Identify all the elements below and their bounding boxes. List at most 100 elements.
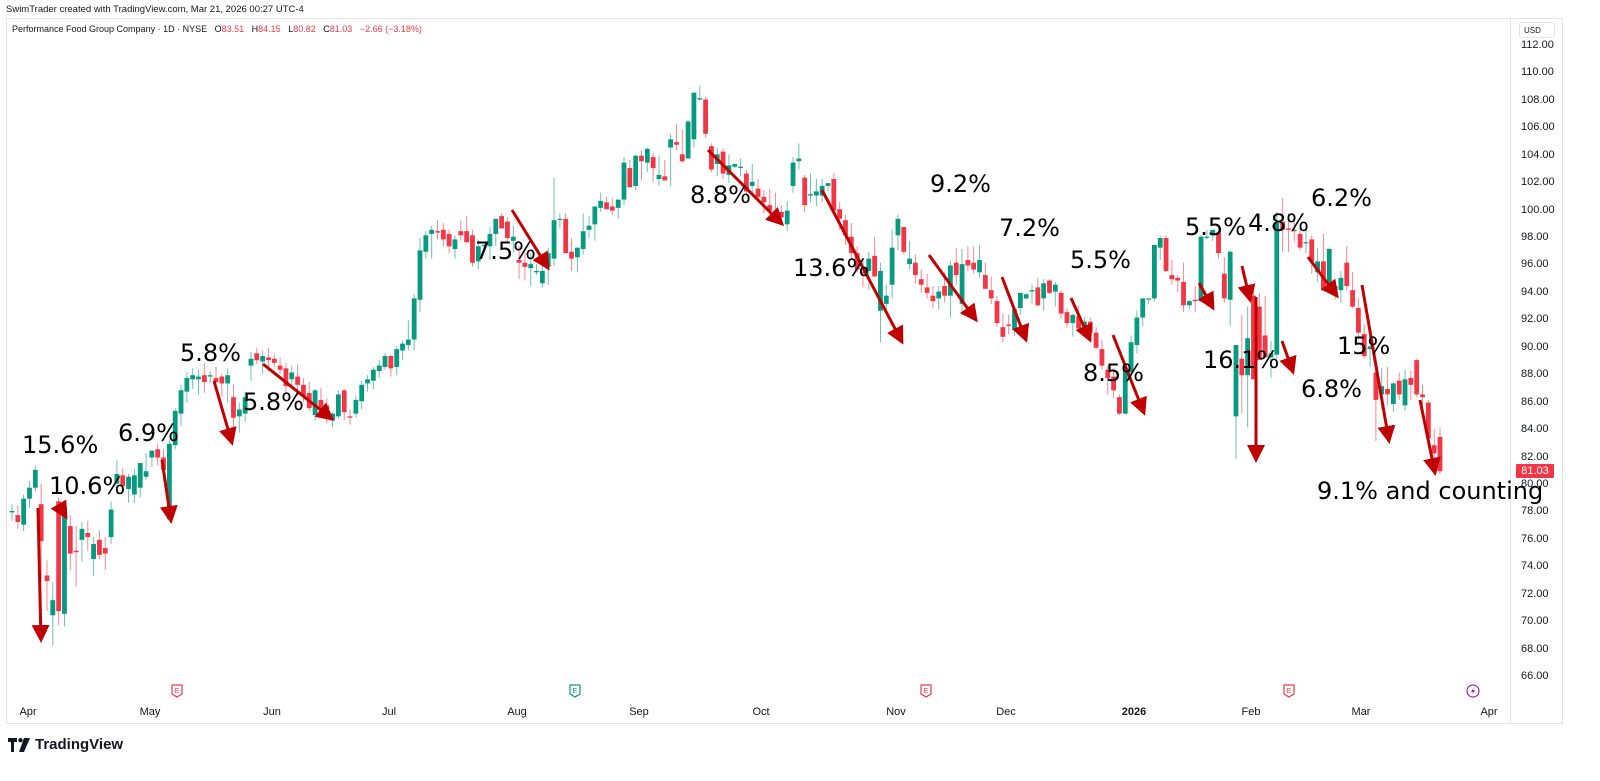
candle	[1006, 314, 1012, 335]
candle	[1064, 307, 1070, 328]
candle	[1408, 371, 1414, 400]
price-tick: 112.00	[1521, 39, 1554, 51]
candle	[1041, 279, 1047, 311]
candle	[1099, 339, 1105, 370]
candle	[301, 377, 306, 403]
candle	[802, 174, 808, 212]
candle	[609, 198, 615, 215]
price-tick: 98.00	[1521, 231, 1549, 244]
candle	[761, 190, 767, 214]
candle	[15, 505, 21, 529]
svg-text:E: E	[924, 688, 929, 695]
drawdown-arrow-icon	[1111, 334, 1147, 416]
candle	[283, 362, 289, 392]
close-label: C	[323, 24, 330, 34]
candle	[755, 179, 761, 202]
candle	[528, 253, 534, 287]
candle	[324, 398, 330, 424]
candle	[1291, 221, 1297, 243]
price-tick: 108.00	[1521, 93, 1555, 106]
candle	[1256, 292, 1262, 361]
svg-text:E: E	[573, 688, 578, 695]
price-tick: 78.00	[1521, 505, 1549, 518]
earnings-icon[interactable]: E	[569, 683, 581, 698]
candle	[1309, 235, 1315, 274]
dividend-icon[interactable]	[1466, 683, 1480, 698]
candle	[114, 460, 120, 495]
candle	[120, 468, 126, 491]
price-axis[interactable]	[1510, 18, 1564, 724]
time-tick: Feb	[1241, 706, 1261, 718]
price-tick: 72.00	[1521, 587, 1549, 600]
price-tick: 104.00	[1521, 148, 1555, 161]
candle	[376, 360, 382, 378]
candle	[1163, 235, 1169, 273]
candle	[271, 354, 277, 367]
candle	[1105, 365, 1111, 395]
candle	[831, 173, 837, 212]
candle	[953, 247, 959, 285]
candle	[67, 515, 73, 570]
candle	[808, 173, 813, 203]
candle	[1361, 324, 1367, 359]
candle	[977, 244, 982, 278]
candle	[1140, 298, 1146, 326]
candle	[400, 340, 405, 361]
candle	[1181, 262, 1186, 313]
drawdown-arrow-icon	[1418, 399, 1441, 476]
candle	[446, 229, 452, 254]
candle	[9, 504, 15, 521]
drawdown-arrow-icon	[510, 209, 550, 271]
drawdown-label: 8.8%	[690, 181, 751, 209]
earnings-icon[interactable]: E	[1283, 683, 1295, 698]
candle	[1437, 427, 1443, 474]
candle	[574, 247, 580, 273]
price-tick: 110.00	[1521, 66, 1554, 79]
candle	[580, 213, 586, 255]
candle	[1280, 198, 1286, 252]
price-tick: 86.00	[1521, 395, 1549, 408]
candle	[79, 521, 85, 562]
candle	[347, 409, 353, 425]
candle	[493, 218, 499, 247]
drawdown-label: 6.9%	[118, 419, 179, 447]
candle	[633, 154, 639, 191]
candle	[569, 238, 574, 271]
candle	[1390, 382, 1396, 413]
candle	[423, 231, 429, 259]
price-tick: 100.00	[1521, 203, 1555, 216]
time-tick: Jul	[381, 706, 397, 718]
candle	[405, 320, 411, 351]
candle	[1396, 372, 1402, 400]
candle	[85, 520, 91, 551]
candle	[458, 220, 464, 241]
candle	[907, 240, 912, 270]
candle	[1210, 229, 1216, 241]
open-value: 83.51	[221, 24, 245, 34]
candle	[1000, 313, 1006, 343]
tradingview-logo: TradingView	[8, 736, 123, 753]
candle	[732, 163, 738, 169]
candle	[1029, 284, 1035, 304]
candle	[1157, 235, 1163, 260]
earnings-icon[interactable]: E	[920, 683, 932, 698]
candle	[178, 384, 184, 426]
currency-button[interactable]: USD	[1519, 22, 1555, 38]
candle	[1122, 364, 1128, 415]
candle	[982, 262, 988, 289]
candle	[44, 560, 50, 612]
candle	[773, 192, 778, 215]
time-tick: Oct	[752, 706, 770, 718]
time-tick: May	[139, 706, 161, 718]
candle	[470, 229, 475, 267]
candle	[627, 159, 633, 188]
high-label: H	[251, 24, 259, 34]
drawdown-label: 4.8%	[1248, 209, 1309, 237]
drawdown-arrow-icon	[820, 189, 904, 345]
candle	[254, 347, 260, 365]
earnings-icon[interactable]: E	[171, 683, 183, 698]
drawdown-arrow-icon	[50, 499, 68, 520]
candle	[650, 152, 656, 182]
candle	[674, 124, 679, 151]
